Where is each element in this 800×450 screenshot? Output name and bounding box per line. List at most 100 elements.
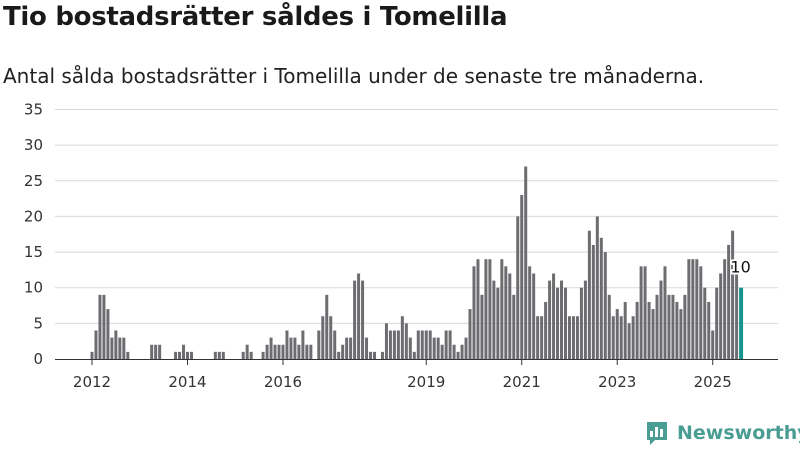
x-tick-label: 2014 <box>168 373 206 391</box>
bar <box>735 273 739 359</box>
bar <box>297 344 301 359</box>
bar <box>305 344 309 359</box>
bar <box>174 351 178 359</box>
x-tick-label: 2012 <box>73 373 111 391</box>
latest-value-label: 10 <box>730 258 750 277</box>
bar <box>484 259 488 359</box>
bar <box>528 266 532 359</box>
bar <box>309 344 313 359</box>
highlighted-bar <box>739 287 744 359</box>
bar <box>98 294 102 359</box>
bar <box>261 351 265 359</box>
bar <box>460 344 464 359</box>
bar <box>552 273 556 359</box>
bar <box>544 301 548 359</box>
bar <box>122 337 126 359</box>
bar <box>520 195 524 359</box>
bar <box>711 330 715 359</box>
bar <box>444 330 448 359</box>
bar <box>583 280 587 359</box>
bars <box>90 166 744 359</box>
bar <box>217 351 221 359</box>
x-tick-label: 2023 <box>598 373 636 391</box>
bar <box>643 266 647 359</box>
y-tick-label: 5 <box>33 314 43 332</box>
bar <box>102 294 106 359</box>
bar <box>186 351 189 359</box>
bar <box>349 337 353 359</box>
y-tick-label: 20 <box>24 207 43 225</box>
bar <box>341 344 345 359</box>
bar <box>452 344 456 359</box>
brand-name: Newsworthy <box>677 422 800 444</box>
x-tick-label: 2021 <box>503 373 541 391</box>
bar <box>380 351 384 359</box>
bar <box>321 316 325 359</box>
bar <box>591 244 595 359</box>
bar <box>436 337 440 359</box>
y-tick-label: 10 <box>24 279 43 297</box>
bar <box>158 344 162 359</box>
bar <box>627 323 631 359</box>
bar <box>687 259 691 359</box>
bar <box>715 287 719 359</box>
bar <box>556 287 560 359</box>
bar <box>337 351 341 359</box>
bar <box>496 287 500 359</box>
bar <box>683 294 687 359</box>
bar <box>388 330 392 359</box>
bar <box>249 351 253 359</box>
bar <box>707 301 711 359</box>
bar <box>329 316 333 359</box>
bar <box>663 266 667 359</box>
bar <box>512 294 516 359</box>
bar <box>607 294 611 359</box>
bar <box>281 344 285 359</box>
bar <box>365 337 369 359</box>
bar <box>345 337 349 359</box>
bar <box>273 344 277 359</box>
bar <box>189 351 193 359</box>
bar <box>396 330 400 359</box>
bar <box>90 351 94 359</box>
x-tick-label: 2025 <box>694 373 732 391</box>
bar <box>587 230 591 359</box>
bar <box>150 344 154 359</box>
bar <box>667 294 671 359</box>
bar <box>699 266 703 359</box>
bar <box>428 330 432 359</box>
bar <box>106 309 110 359</box>
bar <box>369 351 373 359</box>
bar <box>432 337 436 359</box>
bar <box>353 280 357 359</box>
bar <box>301 330 305 359</box>
bar <box>675 301 679 359</box>
bar <box>404 323 408 359</box>
bar <box>500 259 504 359</box>
bar <box>118 337 122 359</box>
bar <box>221 351 225 359</box>
bar <box>731 230 735 359</box>
bar <box>265 344 269 359</box>
bar <box>623 301 627 359</box>
y-tick-label: 0 <box>33 350 43 368</box>
bar <box>575 316 579 359</box>
bar <box>532 273 536 359</box>
bar <box>647 301 651 359</box>
bar <box>384 323 388 359</box>
bar <box>400 316 404 359</box>
chart-subtitle: Antal sålda bostadsrätter i Tomelilla un… <box>3 64 705 88</box>
bar <box>564 287 567 359</box>
bar <box>595 216 599 359</box>
bar <box>464 337 468 359</box>
bar <box>94 330 98 359</box>
y-tick-label: 35 <box>24 101 43 119</box>
bar <box>723 259 727 359</box>
bar <box>603 252 607 359</box>
bar <box>508 273 512 359</box>
chart-title: Tio bostadsrätter såldes i Tomelilla <box>3 2 508 32</box>
bar <box>727 244 731 359</box>
newsworthy-logo-icon <box>647 422 667 445</box>
bar <box>241 351 245 359</box>
bar <box>516 216 520 359</box>
